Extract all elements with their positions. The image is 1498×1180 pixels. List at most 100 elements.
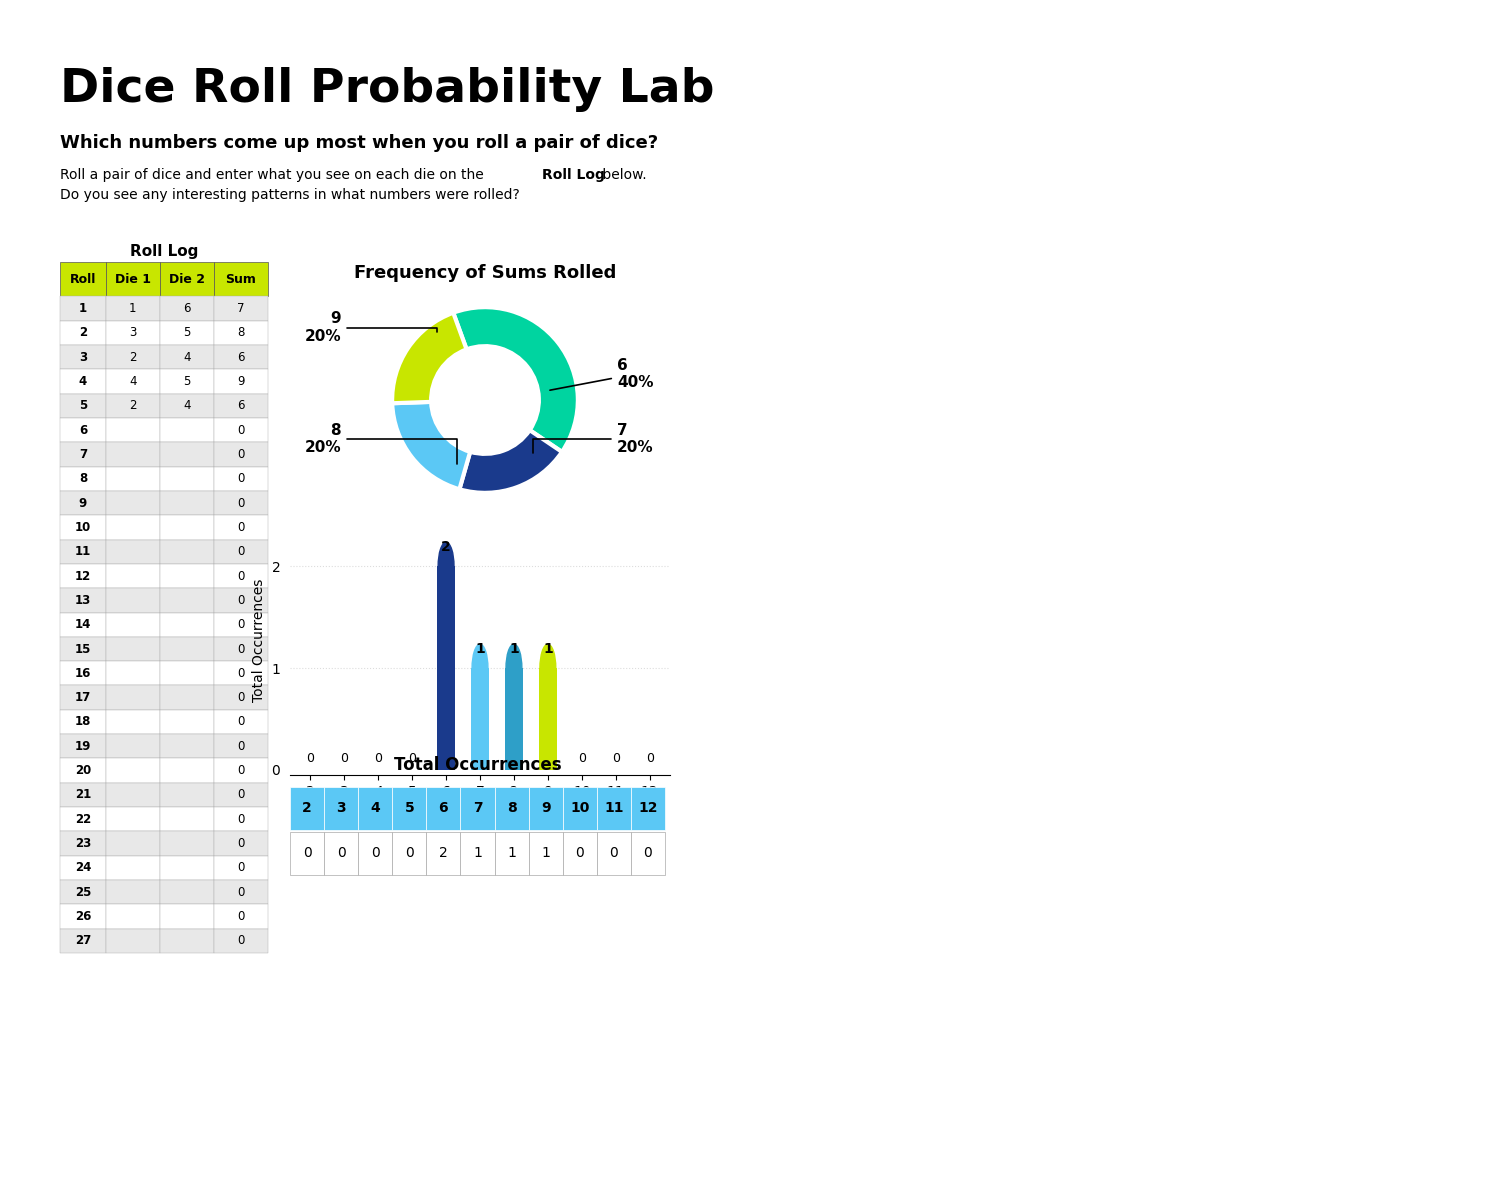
- FancyBboxPatch shape: [60, 296, 106, 321]
- FancyBboxPatch shape: [160, 262, 214, 296]
- FancyBboxPatch shape: [214, 710, 268, 734]
- Text: 1: 1: [541, 846, 550, 860]
- FancyBboxPatch shape: [460, 787, 494, 830]
- FancyBboxPatch shape: [60, 369, 106, 394]
- FancyBboxPatch shape: [60, 394, 106, 418]
- FancyBboxPatch shape: [214, 880, 268, 904]
- FancyBboxPatch shape: [160, 516, 214, 539]
- Text: Die 2: Die 2: [169, 273, 205, 286]
- Title: Frequency of Sums Rolled: Frequency of Sums Rolled: [354, 264, 616, 282]
- FancyBboxPatch shape: [214, 418, 268, 442]
- FancyBboxPatch shape: [358, 787, 392, 830]
- FancyBboxPatch shape: [214, 807, 268, 832]
- FancyBboxPatch shape: [160, 418, 214, 442]
- FancyBboxPatch shape: [60, 321, 106, 345]
- Circle shape: [506, 644, 521, 691]
- Text: 0: 0: [237, 715, 244, 728]
- Text: 8: 8: [506, 801, 517, 815]
- FancyBboxPatch shape: [631, 787, 665, 830]
- FancyBboxPatch shape: [106, 661, 160, 686]
- Text: 10: 10: [571, 801, 589, 815]
- FancyBboxPatch shape: [160, 734, 214, 759]
- FancyBboxPatch shape: [60, 661, 106, 686]
- FancyBboxPatch shape: [160, 491, 214, 516]
- FancyBboxPatch shape: [214, 394, 268, 418]
- FancyBboxPatch shape: [529, 832, 563, 876]
- FancyBboxPatch shape: [160, 442, 214, 466]
- FancyBboxPatch shape: [60, 564, 106, 588]
- FancyBboxPatch shape: [214, 321, 268, 345]
- FancyBboxPatch shape: [160, 612, 214, 637]
- Text: 12: 12: [75, 570, 91, 583]
- Text: Which numbers come up most when you roll a pair of dice?: Which numbers come up most when you roll…: [60, 135, 658, 152]
- FancyBboxPatch shape: [214, 904, 268, 929]
- Text: 0: 0: [337, 846, 346, 860]
- FancyBboxPatch shape: [60, 832, 106, 856]
- Text: 0: 0: [237, 837, 244, 850]
- Text: 4: 4: [183, 350, 190, 363]
- FancyBboxPatch shape: [291, 832, 324, 876]
- FancyBboxPatch shape: [214, 612, 268, 637]
- Text: 2: 2: [79, 327, 87, 340]
- Text: 4: 4: [79, 375, 87, 388]
- FancyBboxPatch shape: [160, 637, 214, 661]
- FancyBboxPatch shape: [106, 491, 160, 516]
- FancyBboxPatch shape: [106, 637, 160, 661]
- FancyBboxPatch shape: [427, 832, 460, 876]
- FancyBboxPatch shape: [214, 637, 268, 661]
- Text: 5: 5: [404, 801, 413, 815]
- Text: 0: 0: [237, 642, 244, 656]
- FancyBboxPatch shape: [106, 418, 160, 442]
- FancyBboxPatch shape: [160, 710, 214, 734]
- Text: 22: 22: [75, 813, 91, 826]
- FancyBboxPatch shape: [324, 787, 358, 830]
- FancyBboxPatch shape: [160, 296, 214, 321]
- Text: 0: 0: [307, 752, 315, 765]
- Text: 0: 0: [610, 846, 619, 860]
- Text: 0: 0: [237, 740, 244, 753]
- Text: 0: 0: [611, 752, 620, 765]
- FancyBboxPatch shape: [60, 880, 106, 904]
- FancyBboxPatch shape: [214, 929, 268, 953]
- FancyBboxPatch shape: [160, 686, 214, 710]
- FancyBboxPatch shape: [214, 782, 268, 807]
- FancyBboxPatch shape: [60, 612, 106, 637]
- Text: 13: 13: [75, 594, 91, 607]
- FancyBboxPatch shape: [160, 369, 214, 394]
- FancyBboxPatch shape: [106, 686, 160, 710]
- FancyBboxPatch shape: [106, 539, 160, 564]
- Text: 10: 10: [75, 520, 91, 533]
- FancyBboxPatch shape: [214, 832, 268, 856]
- Text: 0: 0: [237, 813, 244, 826]
- Circle shape: [539, 644, 556, 691]
- Text: 11: 11: [604, 801, 623, 815]
- FancyBboxPatch shape: [214, 856, 268, 880]
- Text: below.: below.: [598, 168, 647, 182]
- Bar: [505, 668, 523, 769]
- Text: 14: 14: [75, 618, 91, 631]
- FancyBboxPatch shape: [529, 787, 563, 830]
- Text: 24: 24: [75, 861, 91, 874]
- FancyBboxPatch shape: [596, 787, 631, 830]
- FancyBboxPatch shape: [60, 516, 106, 539]
- Text: 7: 7: [79, 448, 87, 461]
- FancyBboxPatch shape: [291, 787, 324, 830]
- FancyBboxPatch shape: [160, 588, 214, 612]
- Text: 0: 0: [578, 752, 586, 765]
- FancyBboxPatch shape: [160, 539, 214, 564]
- FancyBboxPatch shape: [106, 807, 160, 832]
- FancyBboxPatch shape: [60, 759, 106, 782]
- Text: 1: 1: [129, 302, 136, 315]
- FancyBboxPatch shape: [106, 394, 160, 418]
- FancyBboxPatch shape: [60, 734, 106, 759]
- Text: 0: 0: [646, 752, 653, 765]
- FancyBboxPatch shape: [106, 442, 160, 466]
- FancyBboxPatch shape: [106, 321, 160, 345]
- Text: 5: 5: [183, 327, 190, 340]
- FancyBboxPatch shape: [160, 394, 214, 418]
- Text: 0: 0: [237, 935, 244, 948]
- Text: 0: 0: [237, 667, 244, 680]
- Text: 16: 16: [75, 667, 91, 680]
- Text: 9: 9: [237, 375, 244, 388]
- FancyBboxPatch shape: [106, 262, 160, 296]
